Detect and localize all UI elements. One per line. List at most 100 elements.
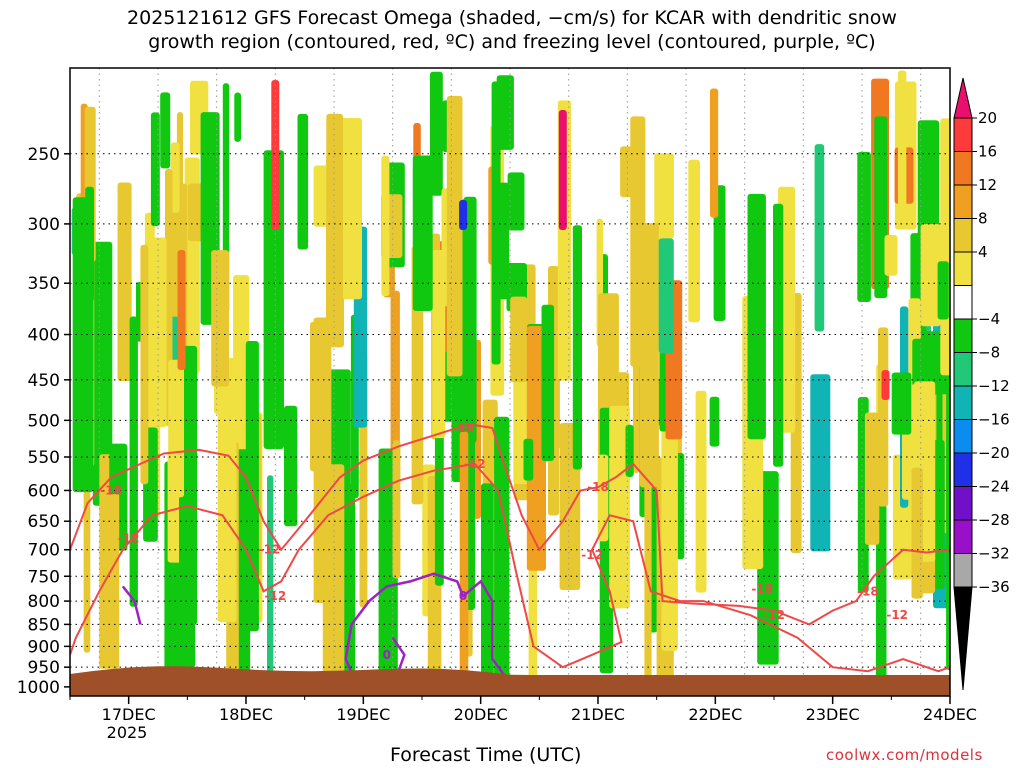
colorbar-label: −16 bbox=[978, 411, 1010, 429]
omega-cell bbox=[661, 380, 678, 651]
omega-cell bbox=[381, 155, 390, 297]
omega-cell bbox=[911, 467, 923, 599]
y-tick-label: 700 bbox=[28, 541, 60, 561]
omega-cell bbox=[92, 241, 113, 506]
title-line-1: 2025121612 GFS Forecast Omega (shaded, −… bbox=[127, 7, 897, 29]
colorbar-label: −24 bbox=[978, 478, 1010, 496]
x-tick-label: 23DEC bbox=[806, 705, 860, 724]
y-tick-label: 500 bbox=[28, 411, 60, 431]
omega-cell bbox=[129, 316, 138, 607]
y-tick-label: 400 bbox=[28, 326, 60, 346]
x-tick-label: 17DEC bbox=[102, 705, 156, 724]
omega-cell bbox=[922, 331, 944, 389]
omega-cell bbox=[170, 142, 180, 213]
omega-cell bbox=[747, 193, 766, 440]
freezing-contour bbox=[344, 572, 528, 689]
omega-cell bbox=[341, 483, 356, 696]
contour-label: -18 bbox=[587, 480, 609, 494]
contour-label: -12 bbox=[264, 589, 286, 603]
omega-cell bbox=[709, 396, 720, 447]
x-tick-label: 22DEC bbox=[688, 705, 742, 724]
omega-cell bbox=[481, 483, 495, 696]
dendritic-contour bbox=[70, 462, 950, 673]
omega-cell bbox=[432, 250, 446, 439]
omega-cell bbox=[639, 223, 659, 488]
colorbar-top-arrow bbox=[953, 77, 973, 119]
omega-cell bbox=[340, 118, 362, 300]
omega-cell bbox=[710, 88, 719, 218]
omega-cell bbox=[217, 358, 237, 623]
omega-cell bbox=[392, 440, 401, 579]
contour-label: -18 bbox=[857, 584, 879, 598]
freezing-label: 0 bbox=[459, 589, 467, 603]
colorbar-label: −28 bbox=[978, 511, 1010, 529]
colorbar-label: 20 bbox=[978, 109, 997, 127]
omega-cell bbox=[688, 159, 700, 323]
y-tick-label: 850 bbox=[28, 615, 60, 635]
omega-cell bbox=[117, 182, 132, 382]
y-tick-label: 300 bbox=[28, 215, 60, 235]
contour-label: -12 bbox=[763, 608, 785, 622]
omega-cell bbox=[644, 451, 652, 696]
omega-cell bbox=[937, 261, 949, 320]
colorbar-segment bbox=[953, 218, 973, 253]
omega-cell bbox=[491, 81, 501, 365]
contour-label: -18 bbox=[751, 582, 773, 596]
freezing-label: 0 bbox=[383, 648, 391, 662]
contour-label: -12 bbox=[581, 548, 603, 562]
colorbar-segment bbox=[953, 553, 973, 588]
omega-cell bbox=[160, 92, 171, 169]
omega-cell bbox=[429, 71, 443, 196]
colorbar-label: −32 bbox=[978, 545, 1010, 563]
colorbar: 20 16 12 8 4 −4 −8 −12 −16 −20 −24 −28 −32 −36 bbox=[953, 77, 1010, 691]
dendritic-contour bbox=[70, 423, 950, 626]
colorbar-segment bbox=[953, 117, 973, 152]
omega-cell bbox=[658, 238, 674, 354]
colorbar-segment bbox=[953, 452, 973, 487]
omega-cell bbox=[814, 144, 825, 332]
omega-core bbox=[881, 370, 890, 400]
colorbar-segment bbox=[953, 251, 973, 286]
y-tick-label: 550 bbox=[28, 448, 60, 468]
omega-cell bbox=[109, 443, 128, 495]
y-tick-label: 650 bbox=[28, 512, 60, 532]
colorbar-label: −8 bbox=[978, 344, 1000, 362]
credit-text: coolwx.com/models bbox=[826, 746, 983, 764]
omega-cell bbox=[695, 390, 707, 593]
omega-core bbox=[558, 110, 567, 230]
omega-cell bbox=[297, 113, 309, 250]
colorbar-label: 12 bbox=[978, 176, 997, 194]
omega-cell bbox=[609, 405, 630, 609]
x-tick-year: 2025 bbox=[107, 723, 148, 742]
chart-title: 2025121612 GFS Forecast Omega (shaded, −… bbox=[0, 6, 1024, 54]
title-line-2: growth region (contoured, red, ºC) and f… bbox=[148, 31, 876, 53]
omega-cell bbox=[597, 454, 609, 542]
x-tick-label: 19DEC bbox=[336, 705, 390, 724]
omega-cell bbox=[507, 172, 525, 231]
omega-cell bbox=[632, 340, 640, 474]
x-tick-label: 24DEC bbox=[923, 705, 977, 724]
omega-cell bbox=[920, 224, 941, 327]
colorbar-segment bbox=[953, 385, 973, 420]
contour-label: -12 bbox=[118, 532, 140, 546]
colorbar-label: −4 bbox=[978, 310, 1000, 328]
x-axis-ticks: 17DEC 18DEC 19DEC 20DEC 21DEC 22DEC 23DEC 24DEC bbox=[69, 696, 977, 724]
colorbar-segment bbox=[953, 184, 973, 219]
contour-label: -12 bbox=[886, 608, 908, 622]
omega-cell bbox=[463, 196, 477, 443]
omega-cell bbox=[99, 454, 120, 669]
omega-cell bbox=[946, 376, 950, 671]
omega-core bbox=[459, 200, 468, 230]
colorbar-segment bbox=[953, 519, 973, 554]
omega-cell bbox=[72, 197, 94, 493]
colorbar-label: −36 bbox=[978, 578, 1010, 596]
x-axis-label: Forecast Time (UTC) bbox=[390, 744, 582, 766]
y-tick-label: 450 bbox=[28, 371, 60, 391]
omega-cell bbox=[857, 151, 871, 302]
colorbar-label: 16 bbox=[978, 143, 997, 161]
y-tick-label: 900 bbox=[28, 637, 60, 657]
colorbar-segment bbox=[953, 318, 973, 353]
omega-cell bbox=[936, 387, 943, 520]
colorbar-label: 4 bbox=[978, 243, 988, 261]
omega-core bbox=[177, 250, 186, 370]
